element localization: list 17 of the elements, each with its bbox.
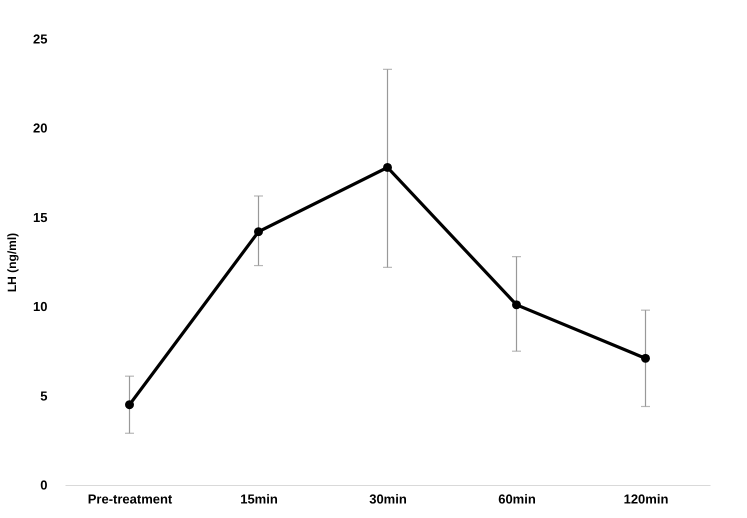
y-tick-label: 20 — [33, 120, 48, 136]
y-tick-label: 25 — [33, 32, 48, 46]
y-tick-label: 10 — [33, 299, 48, 314]
y-axis-title: LH (ng/ml) — [5, 232, 20, 292]
point — [512, 300, 521, 310]
x-tick-label: 15min — [240, 492, 278, 506]
x-tick-label: 120min — [624, 492, 668, 506]
y-tick-label: 15 — [33, 210, 48, 225]
y-tick-label: 5 — [40, 388, 48, 404]
point — [383, 162, 392, 172]
point — [125, 400, 134, 410]
y-tick-label: 0 — [40, 478, 48, 492]
point — [641, 354, 650, 363]
x-tick-label: 30min — [369, 492, 407, 506]
x-tick-label: 60min — [498, 492, 536, 506]
point — [254, 227, 263, 236]
x-tick-label: Pre-treatment — [88, 492, 173, 506]
